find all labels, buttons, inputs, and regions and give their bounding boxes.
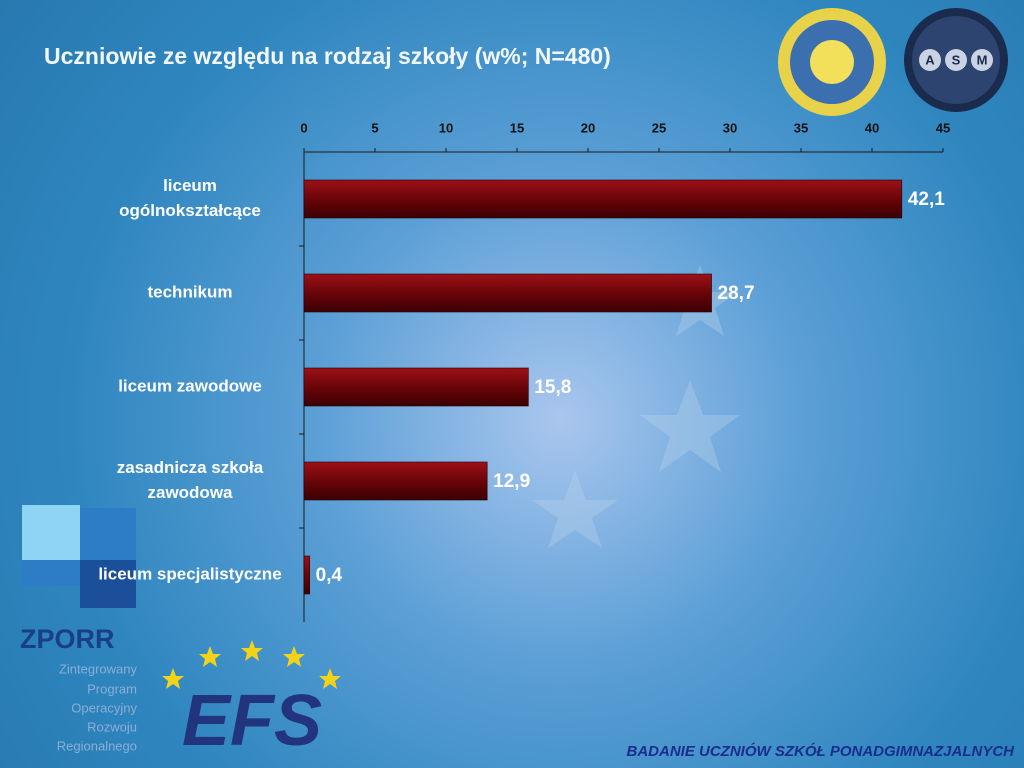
x-tick-label: 45 [936, 120, 950, 135]
x-tick-label: 25 [652, 120, 666, 135]
value-label: 28,7 [718, 283, 755, 304]
bar [303, 555, 310, 595]
category-label: liceum specjalistyczne [98, 564, 282, 584]
zporr-line: Regionalnego [57, 738, 137, 753]
x-tick-label: 30 [723, 120, 737, 135]
asm-letter: M [977, 52, 988, 67]
zporr-subtitle: Zintegrowany Program Operacyjny Rozwoju … [57, 661, 138, 753]
value-label: 42,1 [908, 189, 945, 210]
zporr-text: ZPORR [20, 624, 115, 654]
bar [303, 273, 712, 313]
zporr-line: Zintegrowany [59, 661, 138, 676]
zporr-line: Rozwoju [87, 719, 137, 734]
value-label: 15,8 [534, 377, 571, 398]
category-label: liceum zawodowe [118, 376, 262, 396]
value-label: 12,9 [493, 471, 530, 492]
x-tick-label: 0 [300, 120, 307, 135]
footer: BADANIE UCZNIÓW SZKÓŁ PONADGIMNAZJALNYCH [627, 742, 1016, 760]
zporr-line: Operacyjny [71, 700, 137, 715]
value-label: 0,4 [316, 565, 343, 586]
zporr-logo: ZPORR [20, 505, 136, 654]
x-tick-label: 40 [865, 120, 879, 135]
x-tick-label: 20 [581, 120, 595, 135]
asm-logo: A S M [904, 8, 1008, 112]
category-label: liceum ogólnokształcące [119, 176, 261, 220]
asm-letter: A [925, 52, 935, 67]
category-label: zasadnicza szkoła zawodowa [116, 458, 264, 502]
asm-letter: S [952, 52, 961, 67]
x-tick-label: 10 [439, 120, 453, 135]
bar [303, 367, 529, 407]
efs-stars [162, 640, 341, 689]
chart-title: Uczniowie ze względu na rodzaj szkoły (w… [44, 43, 611, 69]
x-tick-label: 35 [794, 120, 808, 135]
x-tick-label: 5 [371, 120, 378, 135]
x-tick-label: 15 [510, 120, 524, 135]
category-label: technikum [147, 282, 233, 302]
efs-text: EFS [182, 681, 322, 761]
zporr-line: Program [87, 681, 137, 696]
bar [303, 461, 488, 501]
university-seal [778, 8, 886, 116]
bar [303, 179, 903, 219]
